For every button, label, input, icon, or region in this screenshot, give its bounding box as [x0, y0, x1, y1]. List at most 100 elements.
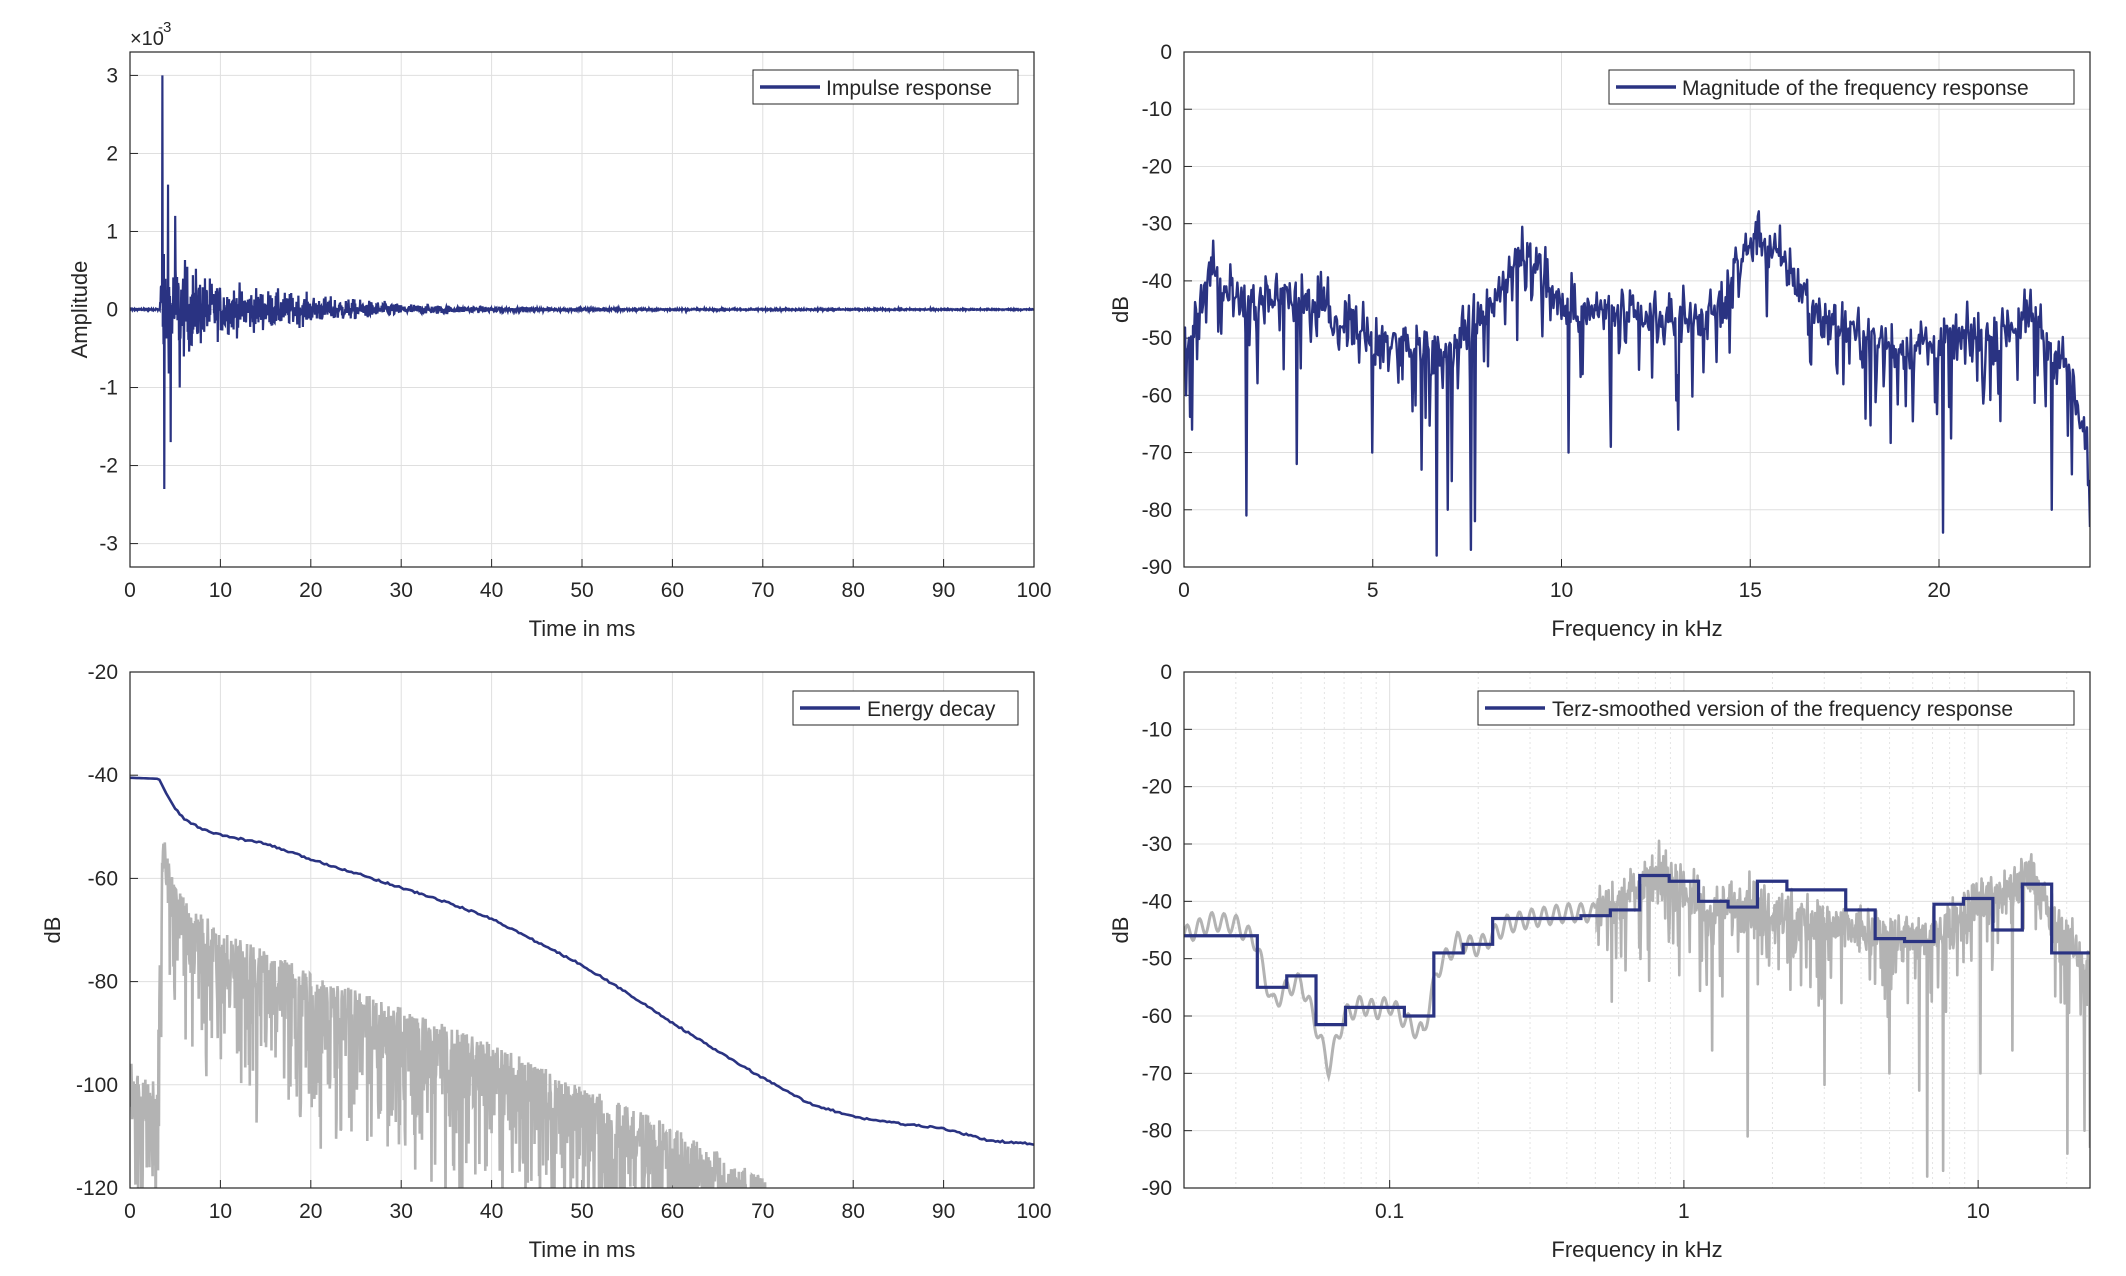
- series-group: [1184, 839, 2090, 1178]
- x-axis-label: Frequency in kHz: [1551, 1237, 1722, 1262]
- y-tick-label: -1: [99, 377, 118, 400]
- axes-box: [1183, 671, 2091, 1189]
- x-tick-label: 5: [1367, 579, 1379, 602]
- x-tick-label: 10: [209, 579, 232, 602]
- y-axis-label: Amplitude: [67, 261, 92, 359]
- legend-label: Energy decay: [867, 698, 996, 721]
- x-tick-label: 30: [390, 1200, 413, 1223]
- y-tick-label: -20: [1142, 155, 1172, 178]
- tick-labels: 0.1 1 10 0 -10 -20 -30 -40 -50 -60 -70 -80 -90: [1142, 661, 1990, 1223]
- legend: Impulse response: [752, 69, 1019, 105]
- y-tick-label: -70: [1142, 1062, 1172, 1085]
- x-tick-label: 20: [299, 579, 322, 602]
- x-tick-label: 10: [1550, 579, 1573, 602]
- y-tick-label: -120: [76, 1177, 118, 1200]
- panel-frequency-response: 0 5 10 15 20 0 -10 -20 -30 -40 -50 -60 -70 -80 -90 Fre…: [1108, 41, 2091, 641]
- unsmoothed-low-frequency-line: [1184, 901, 1597, 1083]
- x-tick-label: 0: [124, 1200, 136, 1223]
- x-tick-label: 80: [842, 1200, 865, 1223]
- y-tick-label: -3: [99, 533, 118, 556]
- plot-area: [130, 776, 1034, 1188]
- tick-labels: 0 10 20 30 40 50 60 70 80 90 100 -3 -2 -1 0 1 2 3: [99, 64, 1051, 602]
- y-tick-label: -50: [1142, 948, 1172, 971]
- plot-area: [1184, 210, 2090, 557]
- x-tick-label: 60: [661, 1200, 684, 1223]
- y-tick-label: -30: [1142, 213, 1172, 236]
- x-tick-label: 1: [1678, 1200, 1690, 1223]
- x-tick-label: 100: [1016, 579, 1051, 602]
- energy-decay-line: [130, 776, 1034, 1146]
- x-tick-label: 0: [1178, 579, 1190, 602]
- x-tick-label: 90: [932, 579, 955, 602]
- legend-box: [1608, 69, 2075, 105]
- x-axis-label: Time in ms: [529, 616, 636, 641]
- x-tick-label: 50: [570, 1200, 593, 1223]
- series-group: [130, 776, 1034, 1188]
- y-tick-label: 0: [1160, 41, 1172, 64]
- exponent-base: ×10: [130, 28, 164, 50]
- x-tick-label: 0: [124, 579, 136, 602]
- y-tick-label: -70: [1142, 442, 1172, 465]
- terz-smoothed-step-line: [1184, 873, 2090, 1027]
- y-tick-label: -60: [88, 867, 118, 890]
- y-tick-label: -2: [99, 455, 118, 478]
- axes-box: [1183, 51, 2091, 568]
- x-tick-label: 70: [751, 579, 774, 602]
- legend-label: Magnitude of the frequency response: [1682, 77, 2029, 100]
- y-tick-label: -40: [1142, 890, 1172, 913]
- y-tick-label: 3: [106, 64, 118, 87]
- impulse-response-line: [130, 75, 1034, 489]
- y-tick-label: -40: [88, 764, 118, 787]
- y-tick-label: -60: [1142, 384, 1172, 407]
- plot-area: [130, 75, 1034, 489]
- axes-box: [129, 671, 1035, 1189]
- x-axis-label: Frequency in kHz: [1551, 616, 1722, 641]
- tick-labels: 0 10 20 30 40 50 60 70 80 90 100 -20 -40 -60 -80 -100 -1…: [76, 661, 1052, 1223]
- x-tick-label: 30: [390, 579, 413, 602]
- plot-area: [1184, 839, 2090, 1178]
- y-tick-label: -50: [1142, 327, 1172, 350]
- x-tick-label: 0.1: [1375, 1200, 1404, 1223]
- hf-group: [1595, 839, 2090, 1178]
- x-tick-label: 15: [1739, 579, 1762, 602]
- x-tick-label: 20: [299, 1200, 322, 1223]
- exponent-power: -3: [158, 19, 171, 36]
- y-tick-label: -80: [1142, 499, 1172, 522]
- y-tick-label: -60: [1142, 1005, 1172, 1028]
- y-tick-label: -40: [1142, 270, 1172, 293]
- panel-terz-smoothed: 0.1 1 10 0 -10 -20 -30 -40 -50 -60 -70 -80 -90 Frequ…: [1108, 661, 2091, 1262]
- series-group: [130, 75, 1034, 489]
- legend-label: Terz-smoothed version of the frequency r…: [1552, 698, 2013, 721]
- x-tick-label: 90: [932, 1200, 955, 1223]
- series-group: [1184, 210, 2090, 557]
- y-tick-label: -80: [1142, 1120, 1172, 1143]
- x-tick-label: 50: [570, 579, 593, 602]
- legend: Terz-smoothed version of the frequency r…: [1477, 690, 2075, 726]
- legend: Magnitude of the frequency response: [1608, 69, 2075, 105]
- unsmoothed-response-line: [1595, 839, 2090, 1178]
- y-tick-label: 1: [106, 220, 118, 243]
- legend: Energy decay: [792, 690, 1019, 726]
- y-tick-label: 0: [106, 299, 118, 322]
- x-tick-label: 10: [1966, 1200, 1989, 1223]
- y-axis-label: dB: [1108, 296, 1133, 323]
- axes-box: [129, 51, 1035, 568]
- y-tick-label: -20: [1142, 776, 1172, 799]
- y-axis-label: dB: [1108, 917, 1133, 944]
- y-tick-label: 2: [106, 142, 118, 165]
- x-tick-label: 40: [480, 1200, 503, 1223]
- x-tick-label: 40: [480, 579, 503, 602]
- x-axis-label: Time in ms: [529, 1237, 636, 1262]
- x-tick-label: 70: [751, 1200, 774, 1223]
- y-tick-label: -90: [1142, 1177, 1172, 1200]
- y-tick-label: -80: [88, 971, 118, 994]
- x-tick-label: 100: [1016, 1200, 1051, 1223]
- legend-label: Impulse response: [826, 77, 992, 100]
- y-tick-label: 0: [1160, 661, 1172, 684]
- x-tick-label: 10: [209, 1200, 232, 1223]
- x-tick-label: 80: [842, 579, 865, 602]
- y-tick-label: -30: [1142, 833, 1172, 856]
- y-tick-label: -10: [1142, 718, 1172, 741]
